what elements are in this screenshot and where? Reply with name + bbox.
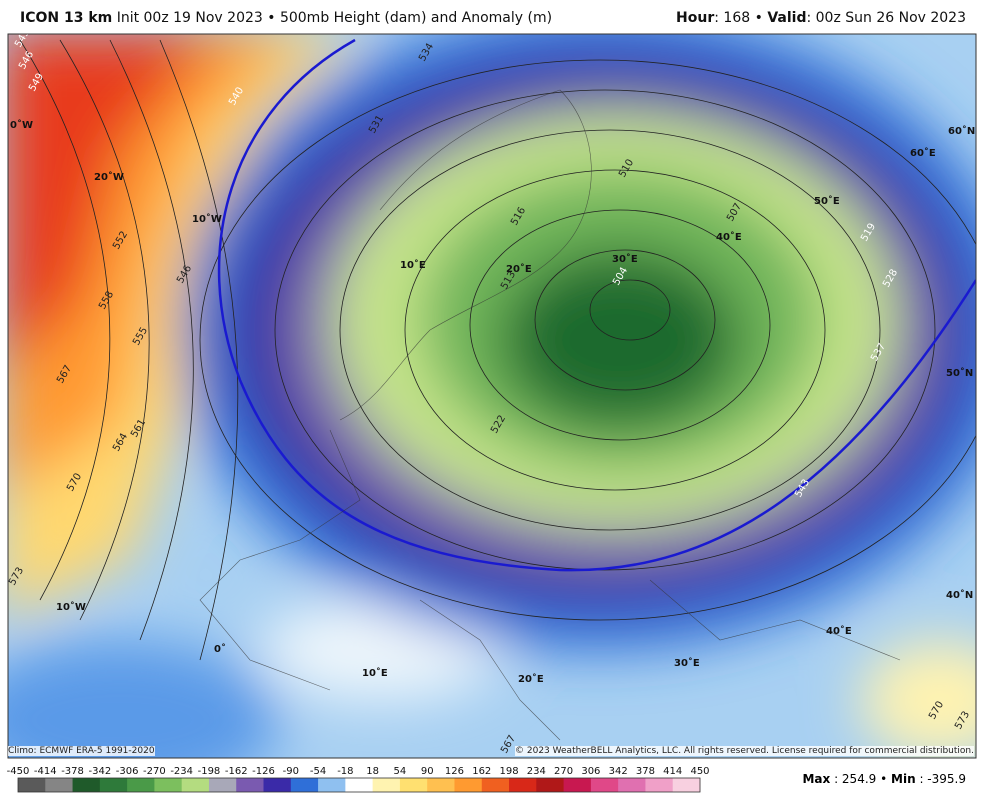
colorbar-tick-label: 90	[421, 766, 434, 777]
grid-label: 40˚E	[716, 231, 742, 243]
grid-label: 0˚W	[10, 119, 33, 131]
colorbar-swatch	[154, 778, 183, 792]
colorbar-tick-label: -18	[337, 766, 353, 777]
colorbar-tick-label: -414	[34, 766, 57, 777]
grid-label: 10˚W	[192, 213, 222, 225]
colorbar-tick-label: 342	[609, 766, 628, 777]
separator: •	[880, 772, 888, 786]
colorbar-swatch	[481, 778, 510, 792]
grid-label: 20˚E	[518, 673, 544, 685]
colorbar-swatch	[236, 778, 265, 792]
colorbar-swatch	[99, 778, 128, 792]
height-contours	[19, 39, 976, 661]
contour-543	[217, 38, 976, 572]
colorbar-swatch	[263, 778, 292, 792]
colorbar-swatch	[645, 778, 674, 792]
grid-label: 60˚E	[910, 147, 936, 159]
grid-label: 50˚N	[946, 367, 973, 379]
map-field	[8, 34, 976, 758]
colorbar-swatch	[590, 778, 619, 792]
model-name: ICON 13 km	[20, 10, 113, 26]
colorbar-tick-label: 18	[366, 766, 379, 777]
colorbar-tick-label: -378	[61, 766, 84, 777]
colorbar-tick-label: 306	[581, 766, 600, 777]
min-label: Min	[891, 772, 916, 786]
copyright: © 2023 WeatherBELL Analytics, LLC. All r…	[515, 746, 974, 756]
colorbar-tick-label: 378	[636, 766, 655, 777]
colorbar-tick-label: -450	[7, 766, 30, 777]
colorbar-tick-label: 54	[394, 766, 407, 777]
colorbar-tick-label: 198	[499, 766, 518, 777]
grid-label: 20˚E	[506, 263, 532, 275]
colorbar-tick-label: 234	[527, 766, 546, 777]
colorbar-frame	[17, 777, 701, 793]
colorbar-tick-label: -162	[225, 766, 248, 777]
max-min: Max : 254.9 • Min : -395.9	[802, 772, 966, 786]
colorbar-tick-label: -198	[198, 766, 221, 777]
grid-label: 30˚E	[674, 657, 700, 669]
grid-label: 10˚E	[400, 259, 426, 271]
grid-label: 10˚E	[362, 667, 388, 679]
header-left: ICON 13 km Init 00z 19 Nov 2023 • 500mb …	[20, 10, 552, 26]
colorbar-swatch	[563, 778, 592, 792]
grid-label: 10˚W	[56, 601, 86, 613]
grid-label: 40˚N	[946, 589, 973, 601]
grid-label: 60˚N	[948, 125, 975, 137]
grid-label: 30˚E	[612, 253, 638, 265]
colorbar-swatch	[618, 778, 646, 792]
colorbar-swatch	[454, 778, 483, 792]
colorbar-tick-label: 450	[690, 766, 709, 777]
colorbar-swatch	[509, 778, 537, 792]
valid-label: Valid	[767, 10, 807, 26]
colorbar-swatch	[345, 778, 374, 792]
colorbar-tick-label: 162	[472, 766, 491, 777]
hour-value: : 168 •	[714, 10, 763, 26]
grid-label: 50˚E	[814, 195, 840, 207]
colorbar-swatch	[427, 778, 455, 792]
colorbar-swatch	[72, 778, 101, 792]
map-frame	[7, 33, 977, 759]
max-label: Max	[802, 772, 831, 786]
colorbar-tick-label: 126	[445, 766, 464, 777]
map-labels: 5435465495345405315525585555465675615645…	[7, 27, 975, 755]
coastlines	[199, 89, 901, 741]
colorbar-tick-label: -90	[283, 766, 299, 777]
grid-label: 40˚E	[826, 625, 852, 637]
colorbar-swatch	[372, 778, 401, 792]
colorbar-tick-label: -234	[170, 766, 193, 777]
colorbar-swatch	[399, 778, 428, 792]
colorbar-swatch	[208, 778, 237, 792]
colorbar-tick-label: -126	[252, 766, 275, 777]
colorbar-swatch	[290, 778, 319, 792]
colorbar-swatch	[18, 778, 46, 792]
grid-label: 0˚	[214, 643, 226, 655]
colorbar-tick-label: -54	[310, 766, 326, 777]
colorbar-swatch	[672, 778, 701, 792]
colorbar-swatch	[45, 778, 74, 792]
colorbar-swatch	[127, 778, 155, 792]
colorbar-swatch	[181, 778, 210, 792]
min-value: : -395.9	[919, 772, 966, 786]
run-info: Init 00z 19 Nov 2023 • 500mb Height (dam…	[116, 10, 553, 26]
max-value: : 254.9	[834, 772, 877, 786]
colorbar-swatch	[536, 778, 565, 792]
valid-value: : 00z Sun 26 Nov 2023	[806, 10, 966, 26]
colorbar-tick-label: -342	[88, 766, 111, 777]
colorbar-tick-label: 270	[554, 766, 573, 777]
colorbar-tick-label: -270	[143, 766, 166, 777]
colorbar: -450 -414 -378 -342 -306 -270 -234 -198 -162 -126…	[7, 766, 710, 792]
header-right: Hour: 168 • Valid: 00z Sun 26 Nov 2023	[676, 10, 966, 26]
colorbar-tick-label: -306	[116, 766, 139, 777]
grid-label: 20˚W	[94, 171, 124, 183]
colorbar-tick-label: 414	[663, 766, 682, 777]
hour-label: Hour	[676, 10, 715, 26]
climo-note: Climo: ECMWF ERA-5 1991-2020	[8, 746, 155, 756]
colorbar-swatch	[318, 778, 346, 792]
